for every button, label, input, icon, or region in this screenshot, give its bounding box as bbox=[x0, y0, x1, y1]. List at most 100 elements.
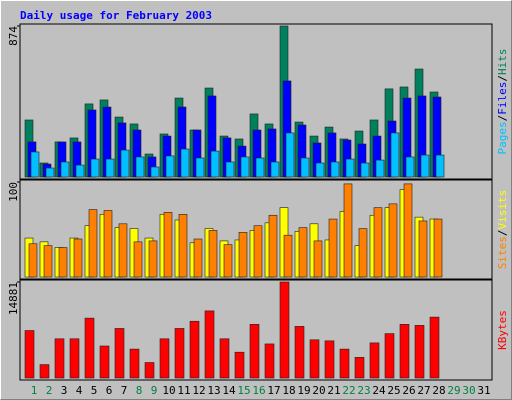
bar bbox=[69, 338, 80, 379]
bar bbox=[84, 317, 95, 379]
legend-entry: Hits bbox=[496, 49, 509, 76]
bar bbox=[103, 210, 113, 278]
bar bbox=[99, 345, 110, 379]
bar bbox=[148, 240, 158, 278]
bar bbox=[313, 240, 323, 278]
bar bbox=[24, 330, 35, 379]
bar bbox=[210, 150, 220, 178]
bar bbox=[135, 156, 145, 178]
bar bbox=[384, 333, 395, 379]
x-tick-label: 21 bbox=[327, 384, 340, 397]
x-tick-label: 26 bbox=[402, 384, 415, 397]
x-tick-label: 2 bbox=[46, 384, 53, 397]
bar bbox=[178, 214, 188, 278]
bar bbox=[225, 161, 235, 178]
bar bbox=[285, 132, 295, 178]
bar bbox=[324, 340, 335, 379]
bar bbox=[268, 214, 278, 278]
legend: Sites/Visits bbox=[496, 190, 509, 270]
bar bbox=[39, 364, 50, 379]
bar bbox=[354, 357, 365, 379]
legend-entry: Pages bbox=[496, 121, 509, 154]
bar bbox=[114, 328, 125, 379]
bar bbox=[238, 232, 248, 278]
x-tick-label: 24 bbox=[372, 384, 386, 397]
bar bbox=[45, 167, 55, 178]
bar bbox=[360, 162, 370, 178]
bar bbox=[219, 338, 230, 379]
bar bbox=[195, 157, 205, 178]
bar bbox=[180, 148, 190, 178]
bar bbox=[28, 243, 38, 278]
x-tick-label: 9 bbox=[151, 384, 158, 397]
bar bbox=[60, 161, 70, 178]
bar bbox=[165, 155, 175, 178]
bar bbox=[118, 223, 128, 278]
bar bbox=[420, 154, 430, 178]
bar bbox=[418, 220, 428, 278]
legend: KBytes bbox=[496, 310, 509, 350]
x-tick-label: 11 bbox=[177, 384, 190, 397]
bar bbox=[73, 238, 83, 278]
y-tick-label: 14881 bbox=[7, 282, 20, 315]
bar bbox=[253, 225, 263, 278]
bar bbox=[279, 281, 290, 379]
x-tick-label: 13 bbox=[207, 384, 220, 397]
x-tick-label: 23 bbox=[357, 384, 370, 397]
bar bbox=[133, 241, 143, 278]
bar bbox=[150, 166, 160, 178]
legend-entry: Files bbox=[496, 82, 509, 115]
bar bbox=[159, 338, 170, 379]
x-tick-label: 28 bbox=[432, 384, 445, 397]
bar bbox=[390, 132, 400, 178]
x-tick-label: 6 bbox=[106, 384, 113, 397]
bar bbox=[358, 228, 368, 278]
bar bbox=[163, 212, 173, 278]
bar bbox=[328, 218, 338, 278]
x-tick-label: 12 bbox=[192, 384, 205, 397]
legend-entry: Visits bbox=[496, 190, 509, 230]
bar bbox=[189, 320, 200, 379]
x-tick-label: 18 bbox=[282, 384, 295, 397]
bar bbox=[264, 343, 275, 379]
bar bbox=[388, 203, 398, 278]
legend-entry: Sites bbox=[496, 236, 509, 269]
x-tick-label: 30 bbox=[462, 384, 475, 397]
bar bbox=[330, 161, 340, 178]
bar bbox=[129, 348, 140, 379]
legend-separator: / bbox=[496, 75, 509, 82]
chart-title: Daily usage for February 2003 bbox=[20, 9, 212, 22]
legend-entry: KBytes bbox=[496, 310, 509, 350]
bar bbox=[343, 183, 353, 278]
bar bbox=[375, 159, 385, 178]
bar bbox=[204, 310, 215, 379]
bar bbox=[298, 227, 308, 278]
bar bbox=[223, 244, 233, 278]
y-tick-label: 874 bbox=[7, 26, 20, 46]
x-tick-label: 8 bbox=[136, 384, 143, 397]
x-tick-label: 10 bbox=[162, 384, 175, 397]
x-tick-label: 15 bbox=[237, 384, 250, 397]
bar bbox=[58, 247, 68, 278]
x-tick-label: 20 bbox=[312, 384, 325, 397]
x-tick-label: 31 bbox=[477, 384, 490, 397]
x-tick-label: 1 bbox=[31, 384, 38, 397]
bar bbox=[399, 324, 410, 379]
bar bbox=[429, 316, 440, 379]
bar bbox=[208, 230, 218, 278]
x-tick-label: 19 bbox=[297, 384, 310, 397]
bar bbox=[270, 161, 280, 178]
bar bbox=[403, 183, 413, 278]
bar bbox=[75, 164, 85, 178]
bar bbox=[54, 338, 65, 379]
bar bbox=[369, 342, 380, 379]
bar bbox=[300, 157, 310, 178]
legend-separator: / bbox=[496, 115, 509, 122]
x-tick-label: 27 bbox=[417, 384, 430, 397]
x-tick-label: 16 bbox=[252, 384, 265, 397]
bar bbox=[120, 149, 130, 178]
y-tick-label: 100 bbox=[7, 182, 20, 202]
bar bbox=[174, 328, 185, 379]
